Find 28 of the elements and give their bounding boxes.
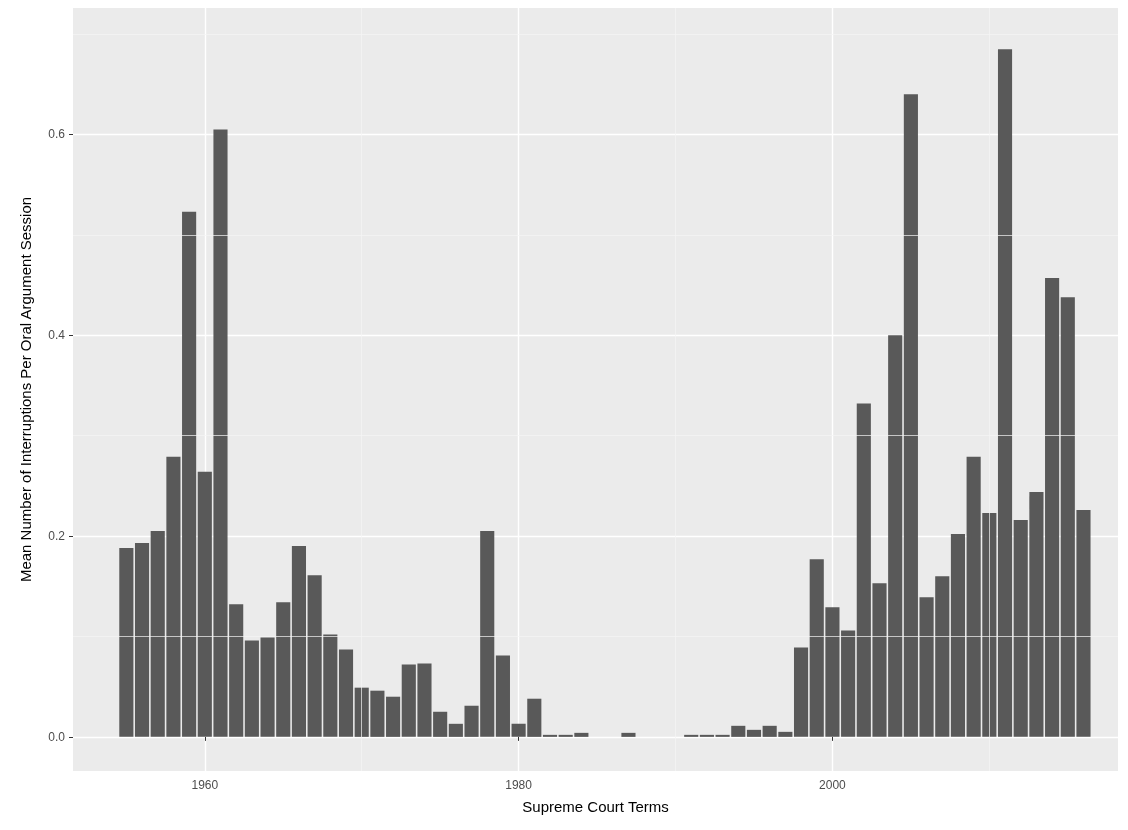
bar [291, 546, 307, 737]
bar [1045, 278, 1060, 737]
bar [542, 734, 558, 737]
bar [841, 630, 856, 737]
bar [950, 534, 966, 737]
bar [997, 49, 1013, 737]
y-tick-label: 0.4 [48, 328, 66, 343]
x-axis-title: Supreme Court Terms [522, 798, 669, 815]
bar [793, 647, 809, 737]
bar [903, 94, 918, 737]
bar [684, 734, 699, 737]
bar [119, 548, 134, 737]
y-axis-title: Mean Number of Interruptions Per Oral Argument Session [17, 196, 34, 583]
y-tick-label: 0.6 [48, 127, 66, 142]
bar [134, 543, 150, 737]
bar [699, 734, 714, 737]
bar [746, 729, 762, 737]
bar [386, 696, 401, 737]
bar [338, 649, 354, 737]
bar [495, 655, 510, 737]
y-tick-label: 0.0 [48, 729, 66, 744]
x-tick-label: 1980 [505, 778, 533, 792]
x-tick-label: 1960 [191, 778, 219, 792]
bar [244, 640, 259, 737]
bar [621, 732, 636, 737]
y-tick-label: 0.2 [48, 529, 66, 544]
bar [182, 211, 197, 737]
x-tick-label: 2000 [819, 778, 847, 792]
